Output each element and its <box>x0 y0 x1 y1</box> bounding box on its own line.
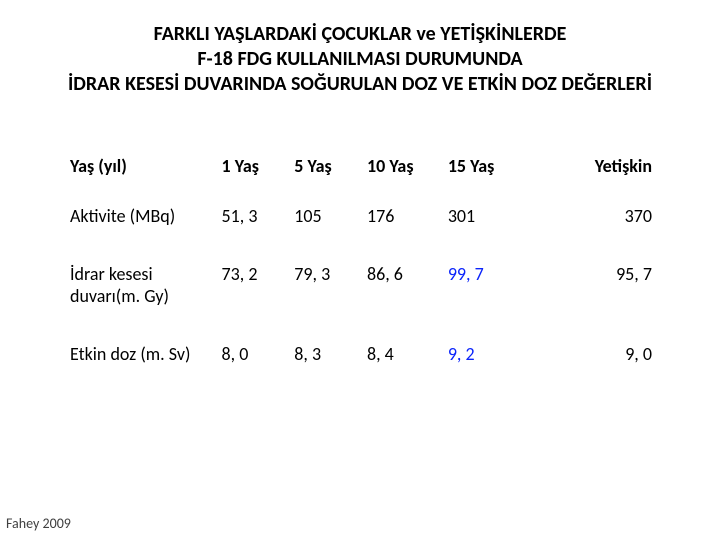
cell: 9, 0 <box>529 343 660 365</box>
table-row: Aktivite (MBq) 51, 3 105 176 301 370 <box>70 205 660 263</box>
cell: 8, 4 <box>367 343 448 365</box>
title-line-3: İDRAR KESESİ DUVARINDA SOĞURULAN DOZ VE … <box>0 72 720 97</box>
col-header-age: Yaş (yıl) <box>70 155 222 205</box>
cell: 99, 7 <box>448 263 529 343</box>
table-header-row: Yaş (yıl) 1 Yaş 5 Yaş 10 Yaş 15 Yaş Yeti… <box>70 155 660 205</box>
row-label: Aktivite (MBq) <box>70 205 222 263</box>
cell: 51, 3 <box>222 205 295 263</box>
cell: 86, 6 <box>367 263 448 343</box>
cell: 370 <box>529 205 660 263</box>
cell: 9, 2 <box>448 343 529 365</box>
table-row: Etkin doz (m. Sv) 8, 0 8, 3 8, 4 9, 2 9,… <box>70 343 660 365</box>
cell: 176 <box>367 205 448 263</box>
row-label: İdrar kesesi duvarı(m. Gy) <box>70 263 222 343</box>
cell: 95, 7 <box>529 263 660 343</box>
col-header-1yas: 1 Yaş <box>222 155 295 205</box>
col-header-5yas: 5 Yaş <box>294 155 367 205</box>
cell: 73, 2 <box>222 263 295 343</box>
cell: 8, 0 <box>222 343 295 365</box>
row-label: Etkin doz (m. Sv) <box>70 343 222 365</box>
cell: 8, 3 <box>294 343 367 365</box>
col-header-15yas: 15 Yaş <box>448 155 529 205</box>
dose-table-container: Yaş (yıl) 1 Yaş 5 Yaş 10 Yaş 15 Yaş Yeti… <box>70 155 660 365</box>
cell: 301 <box>448 205 529 263</box>
title-line-2: F-18 FDG KULLANILMASI DURUMUNDA <box>0 47 720 72</box>
col-header-adult: Yetişkin <box>529 155 660 205</box>
slide-title: FARKLI YAŞLARDAKİ ÇOCUKLAR ve YETİŞKİNLE… <box>0 0 720 97</box>
cell: 79, 3 <box>294 263 367 343</box>
citation: Fahey 2009 <box>6 515 71 532</box>
table-row: İdrar kesesi duvarı(m. Gy) 73, 2 79, 3 8… <box>70 263 660 343</box>
dose-table: Yaş (yıl) 1 Yaş 5 Yaş 10 Yaş 15 Yaş Yeti… <box>70 155 660 365</box>
col-header-10yas: 10 Yaş <box>367 155 448 205</box>
title-line-1: FARKLI YAŞLARDAKİ ÇOCUKLAR ve YETİŞKİNLE… <box>0 22 720 47</box>
cell: 105 <box>294 205 367 263</box>
